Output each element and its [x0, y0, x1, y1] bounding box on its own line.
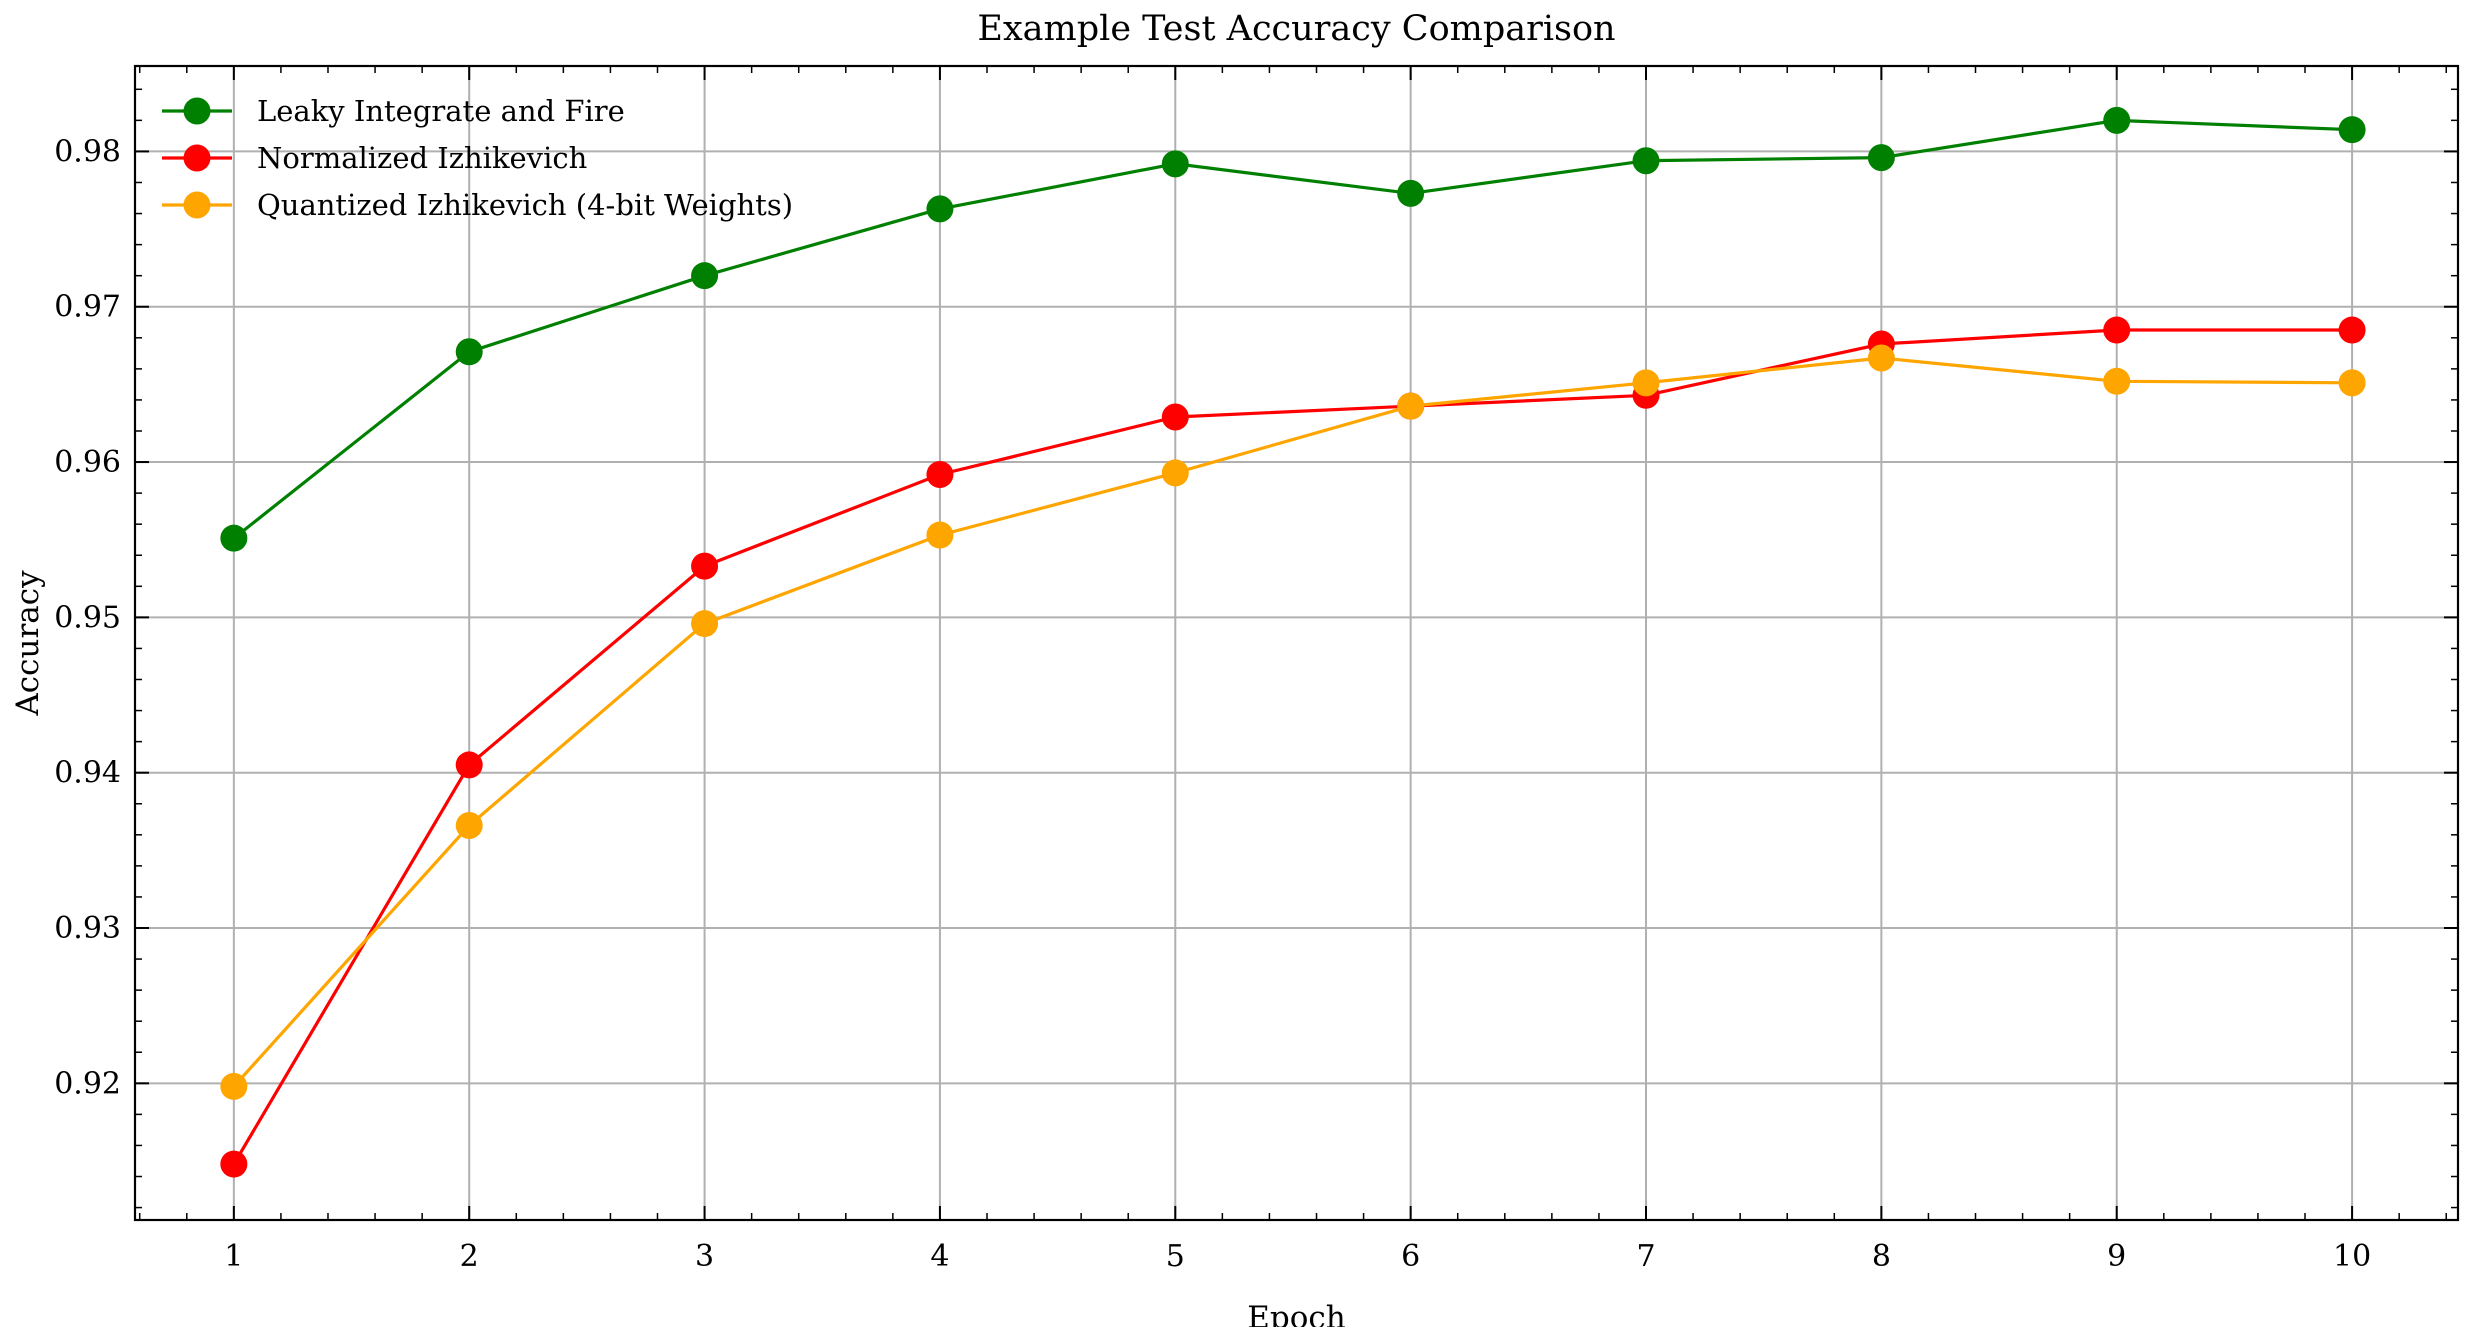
data-point: [1161, 403, 1189, 431]
legend-label: Quantized Izhikevich (4-bit Weights): [257, 188, 793, 222]
y-axis-label: Accuracy: [10, 570, 46, 717]
data-point: [1632, 369, 1660, 397]
legend-label: Normalized Izhikevich: [257, 141, 587, 175]
y-tick-label: 0.93: [54, 911, 121, 946]
x-tick-label: 10: [2333, 1239, 2371, 1274]
legend: Leaky Integrate and Fire Normalized Izhik…: [162, 94, 793, 222]
legend-swatch-marker: [183, 144, 211, 172]
data-point: [2103, 316, 2131, 344]
legend-swatch-marker: [183, 191, 211, 219]
tick-labels: 1 2 3 4 5 6 7 8 9 10 0.92 0.93 0.94 0.95 0.96 0.97 0.98: [54, 134, 2371, 1274]
legend-label: Leaky Integrate and Fire: [257, 94, 625, 128]
data-point: [691, 262, 719, 290]
series-line: [232, 356, 2353, 1088]
x-tick-label: 5: [1166, 1239, 1185, 1274]
data-point: [2338, 116, 2366, 144]
series-line: [232, 328, 2353, 1165]
data-point: [1867, 144, 1895, 172]
data-point: [1397, 179, 1425, 207]
data-point: [2103, 367, 2131, 395]
data-point: [2103, 106, 2131, 134]
x-tick-label: 6: [1401, 1239, 1420, 1274]
data-point: [1397, 392, 1425, 420]
data-point: [2338, 316, 2366, 344]
x-tick-label: 8: [1872, 1239, 1891, 1274]
y-tick-label: 0.95: [54, 600, 121, 635]
series-line: [232, 118, 2353, 540]
grid: [135, 66, 2458, 1220]
x-tick-label: 2: [460, 1239, 479, 1274]
legend-entry: Normalized Izhikevich: [162, 141, 587, 175]
legend-swatch-marker: [183, 97, 211, 125]
x-tick-label: 9: [2107, 1239, 2126, 1274]
data-point: [926, 195, 954, 223]
x-tick-label: 3: [695, 1239, 714, 1274]
chart-title: Example Test Accuracy Comparison: [977, 9, 1615, 49]
data-point: [455, 338, 483, 366]
data-point: [926, 521, 954, 549]
series-layer: [220, 106, 2366, 1178]
y-tick-label: 0.92: [54, 1066, 121, 1101]
x-tick-label: 1: [224, 1239, 243, 1274]
x-tick-label: 7: [1636, 1239, 1655, 1274]
y-tick-label: 0.98: [54, 134, 121, 169]
legend-entry: Quantized Izhikevich (4-bit Weights): [162, 188, 793, 222]
data-point: [455, 751, 483, 779]
data-point: [1161, 459, 1189, 487]
y-tick-label: 0.96: [54, 445, 121, 480]
legend-entry: Leaky Integrate and Fire: [162, 94, 625, 128]
data-point: [2338, 369, 2366, 397]
x-tick-label: 4: [930, 1239, 949, 1274]
series-1: [220, 106, 2366, 552]
plot-frame: [133, 64, 2460, 1222]
data-point: [691, 610, 719, 638]
data-point: [455, 811, 483, 839]
data-point: [1867, 344, 1895, 372]
data-point: [220, 1072, 248, 1100]
data-point: [220, 524, 248, 552]
y-tick-label: 0.97: [54, 290, 121, 325]
series-3: [220, 344, 2366, 1100]
x-axis-label: Epoch: [1247, 1300, 1345, 1327]
data-point: [220, 1150, 248, 1178]
data-point: [691, 552, 719, 580]
axis-ticks: [135, 66, 2458, 1220]
data-point: [926, 460, 954, 488]
data-point: [1161, 150, 1189, 178]
y-tick-label: 0.94: [54, 756, 121, 791]
data-point: [1632, 147, 1660, 175]
